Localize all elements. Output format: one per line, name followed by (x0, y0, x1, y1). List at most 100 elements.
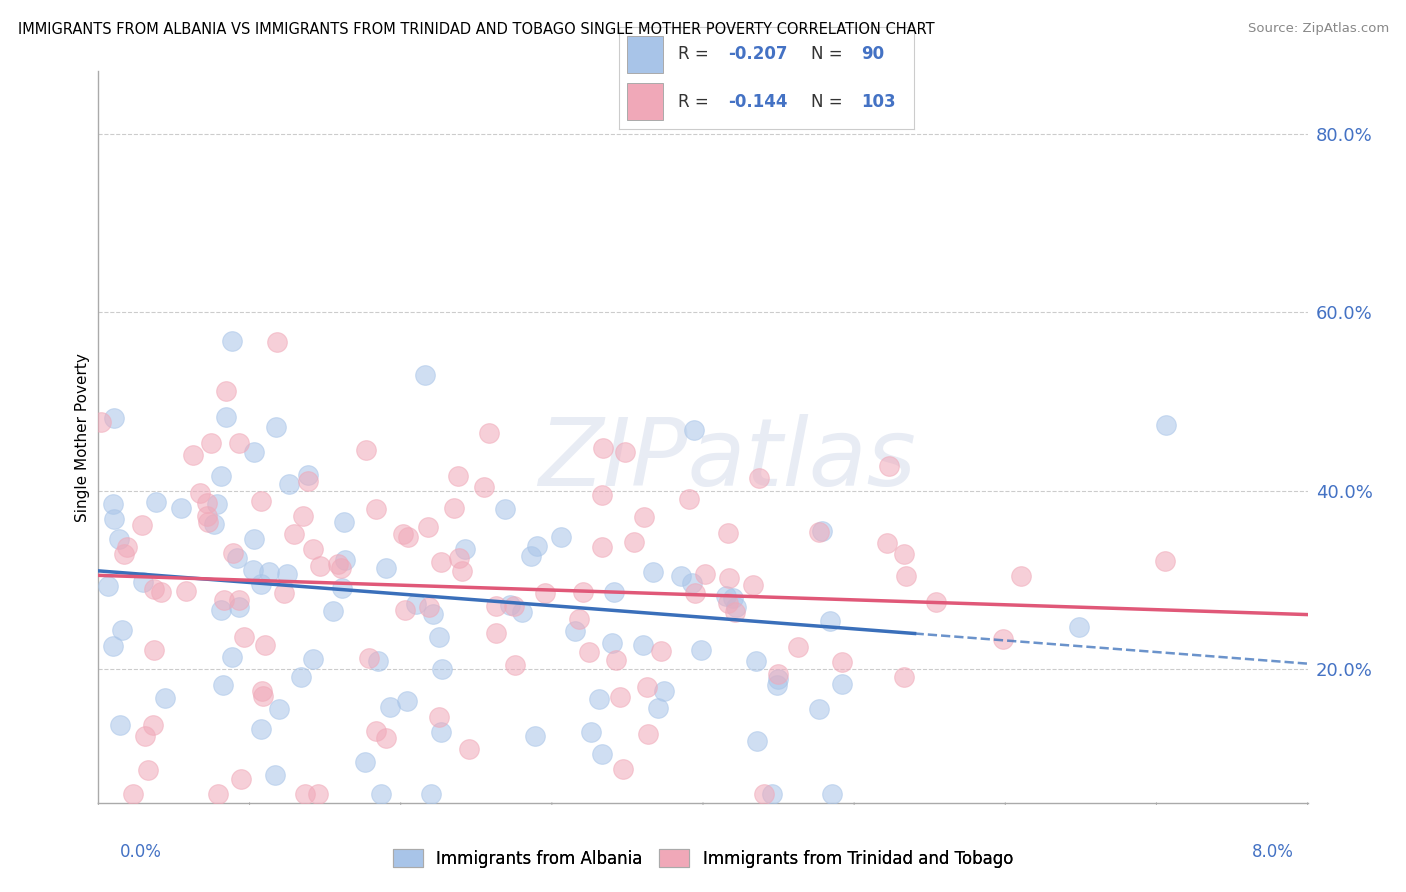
Point (831, 676, 853, 690)
Point (695, 566, 717, 581)
Point (650, 644, 672, 658)
Point (605, 653, 627, 667)
Point (808, 524, 831, 539)
Point (405, 597, 427, 611)
Point (510, 605, 533, 619)
Point (249, 494, 271, 508)
Point (1069, 620, 1091, 634)
Point (252, 689, 274, 703)
Point (332, 515, 354, 529)
Point (394, 603, 416, 617)
Text: -0.144: -0.144 (728, 93, 787, 111)
Point (294, 787, 316, 801)
Point (233, 631, 256, 645)
Point (766, 667, 789, 681)
Point (103, 511, 125, 525)
Point (550, 530, 572, 544)
Point (301, 542, 323, 557)
Point (453, 542, 475, 557)
Point (429, 630, 451, 644)
Legend: Immigrants from Albania, Immigrants from Trinidad and Tobago: Immigrants from Albania, Immigrants from… (392, 849, 1014, 868)
Text: 90: 90 (860, 45, 884, 63)
Point (447, 469, 470, 483)
Text: N =: N = (810, 45, 848, 63)
Point (257, 566, 280, 580)
Point (231, 772, 253, 786)
Point (721, 591, 744, 606)
Point (221, 334, 243, 348)
Point (142, 718, 165, 732)
Point (1010, 569, 1032, 583)
Point (195, 496, 218, 510)
Point (212, 678, 235, 692)
Point (600, 635, 623, 649)
Point (893, 547, 915, 561)
Point (925, 595, 948, 609)
Point (131, 575, 153, 590)
Point (578, 645, 600, 659)
Point (290, 670, 312, 684)
Text: -0.207: -0.207 (728, 45, 787, 63)
Point (250, 684, 273, 698)
Point (430, 725, 453, 739)
Point (681, 576, 703, 591)
Point (614, 445, 637, 459)
Point (427, 710, 450, 724)
Point (993, 632, 1015, 647)
Point (524, 729, 547, 743)
Point (243, 533, 266, 547)
Point (714, 589, 737, 603)
Point (283, 526, 305, 541)
Point (831, 655, 853, 669)
Point (380, 700, 402, 714)
Point (579, 725, 602, 739)
Point (228, 436, 250, 450)
Point (718, 571, 741, 585)
Point (821, 787, 844, 801)
Point (748, 471, 770, 485)
Point (197, 515, 219, 529)
Text: 103: 103 (860, 93, 896, 111)
Point (893, 670, 915, 684)
Point (810, 524, 832, 538)
Point (155, 690, 177, 705)
Point (474, 480, 496, 494)
Point (357, 650, 380, 665)
Point (745, 734, 768, 748)
Point (110, 718, 132, 732)
Point (499, 599, 522, 613)
Point (418, 600, 440, 615)
Point (276, 566, 298, 581)
Point (752, 787, 775, 801)
Point (367, 654, 389, 668)
Point (716, 596, 738, 610)
Point (297, 468, 319, 483)
Point (174, 583, 197, 598)
Point (364, 724, 387, 739)
Point (97, 579, 120, 593)
Point (103, 410, 125, 425)
Point (111, 623, 134, 637)
Y-axis label: Single Mother Poverty: Single Mother Poverty (75, 352, 90, 522)
Point (485, 599, 508, 613)
Point (328, 557, 350, 571)
Point (249, 722, 271, 736)
Point (612, 762, 634, 776)
Point (678, 492, 700, 507)
Point (588, 691, 610, 706)
Point (717, 525, 740, 540)
Point (683, 586, 706, 600)
Point (572, 584, 595, 599)
Point (330, 561, 353, 575)
Point (200, 435, 222, 450)
Point (478, 426, 501, 441)
Point (181, 448, 204, 462)
Point (592, 442, 614, 456)
Point (591, 747, 613, 761)
Point (375, 560, 398, 574)
Point (115, 541, 138, 555)
Point (724, 605, 747, 619)
Point (502, 599, 524, 613)
Text: 8.0%: 8.0% (1251, 843, 1294, 861)
Text: IMMIGRANTS FROM ALBANIA VS IMMIGRANTS FROM TRINIDAD AND TOBAGO SINGLE MOTHER POV: IMMIGRANTS FROM ALBANIA VS IMMIGRANTS FR… (18, 22, 935, 37)
